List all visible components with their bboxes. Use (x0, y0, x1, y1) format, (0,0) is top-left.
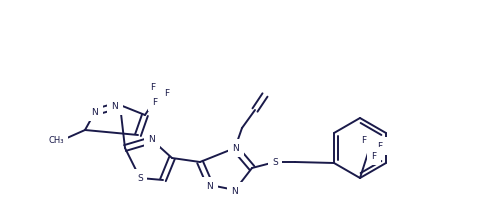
Text: F: F (371, 151, 376, 161)
Text: F: F (377, 142, 383, 151)
Text: CH₃: CH₃ (48, 136, 64, 144)
Text: F: F (152, 97, 158, 106)
Text: N: N (148, 134, 155, 144)
Text: N: N (233, 144, 240, 153)
Text: N: N (206, 181, 213, 190)
Text: F: F (362, 136, 366, 144)
Text: S: S (137, 174, 143, 183)
Text: N: N (111, 101, 118, 110)
Text: F: F (150, 82, 156, 91)
Text: N: N (91, 108, 98, 116)
Text: F: F (164, 88, 170, 97)
Text: S: S (272, 157, 278, 166)
Text: N: N (232, 187, 239, 196)
